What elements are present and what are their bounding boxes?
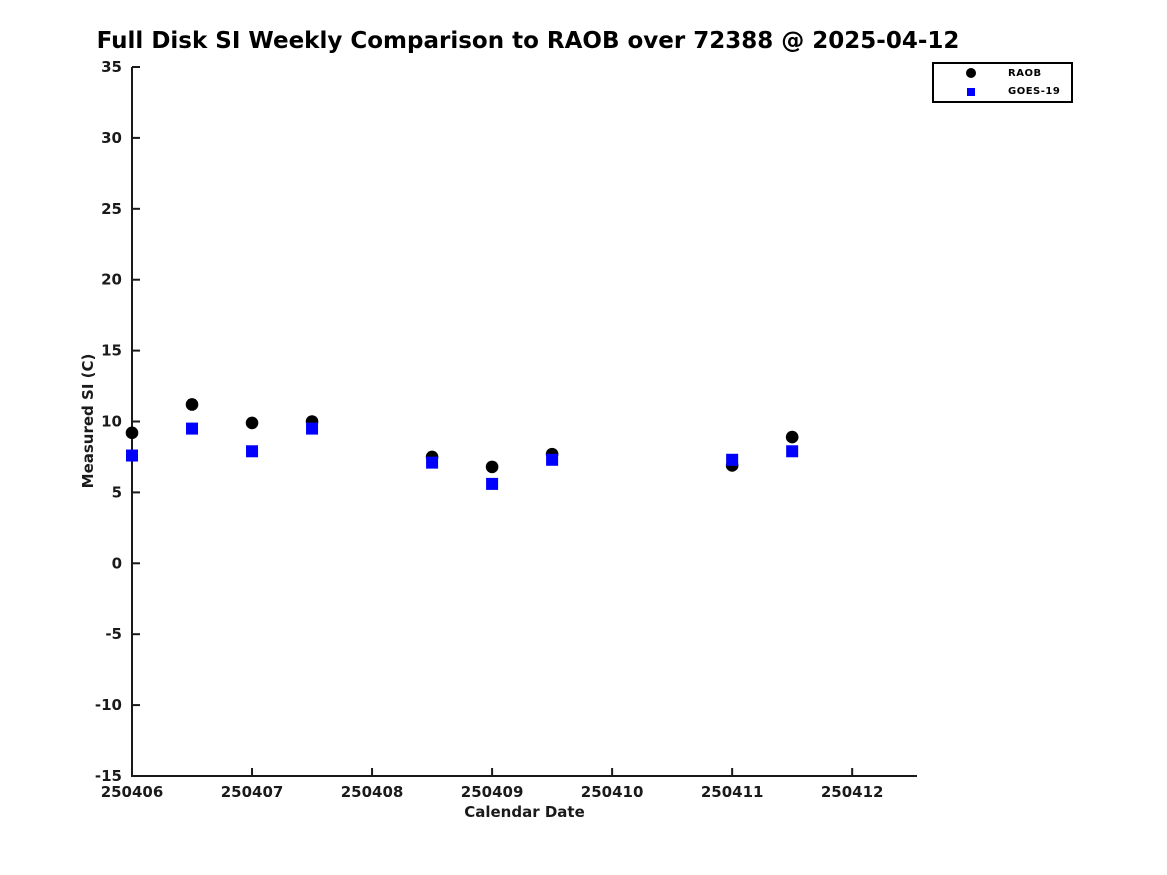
x-tick-label: 250407 bbox=[221, 783, 284, 801]
data-point-goes-19 bbox=[246, 445, 259, 458]
y-tick-label: -15 bbox=[95, 767, 122, 785]
legend-item-goes19: GOES-19 bbox=[934, 83, 1071, 102]
x-axis-label: Calendar Date bbox=[464, 803, 585, 821]
data-point-raob bbox=[785, 430, 799, 444]
x-tick-label: 250410 bbox=[581, 783, 644, 801]
data-point-goes-19 bbox=[486, 477, 499, 490]
y-tick-label: -5 bbox=[105, 625, 122, 643]
data-point-raob bbox=[185, 398, 199, 411]
data-point-raob bbox=[485, 460, 499, 474]
y-tick-label: 5 bbox=[112, 483, 122, 501]
legend-marker-cell bbox=[934, 87, 1008, 96]
data-point-goes-19 bbox=[726, 453, 739, 466]
y-tick-label: 20 bbox=[101, 271, 122, 289]
data-point-goes-19 bbox=[306, 422, 319, 435]
x-tick-label: 250408 bbox=[341, 783, 404, 801]
y-tick-label: 0 bbox=[112, 554, 122, 572]
data-point-goes-19 bbox=[126, 449, 138, 462]
data-point-goes-19 bbox=[546, 453, 559, 466]
x-tick-label: 250406 bbox=[101, 783, 164, 801]
y-tick-label: -10 bbox=[95, 696, 122, 714]
raob-circle-marker-icon bbox=[966, 68, 976, 79]
data-point-goes-19 bbox=[786, 445, 799, 458]
chart-title: Full Disk SI Weekly Comparison to RAOB o… bbox=[96, 28, 960, 54]
legend-marker-cell bbox=[934, 68, 1008, 79]
data-point-goes-19 bbox=[426, 456, 439, 469]
data-point-raob bbox=[245, 416, 259, 430]
y-tick-label: 35 bbox=[101, 58, 122, 76]
x-tick-label: 250411 bbox=[701, 783, 764, 801]
legend-item-raob: RAOB bbox=[934, 64, 1071, 83]
y-tick-label: 10 bbox=[101, 413, 122, 431]
y-tick-label: 15 bbox=[101, 342, 122, 360]
y-tick-label: 25 bbox=[101, 200, 122, 218]
x-tick-label: 250412 bbox=[821, 783, 884, 801]
y-tick-label: 30 bbox=[101, 129, 122, 147]
x-tick-label: 250409 bbox=[461, 783, 524, 801]
legend-label-goes19: GOES-19 bbox=[1008, 86, 1061, 98]
goes19-square-marker-icon bbox=[967, 87, 975, 96]
legend-label-raob: RAOB bbox=[1008, 67, 1042, 79]
data-point-raob bbox=[125, 426, 139, 440]
legend: RAOB GOES-19 bbox=[932, 62, 1073, 103]
data-point-goes-19 bbox=[186, 422, 199, 435]
